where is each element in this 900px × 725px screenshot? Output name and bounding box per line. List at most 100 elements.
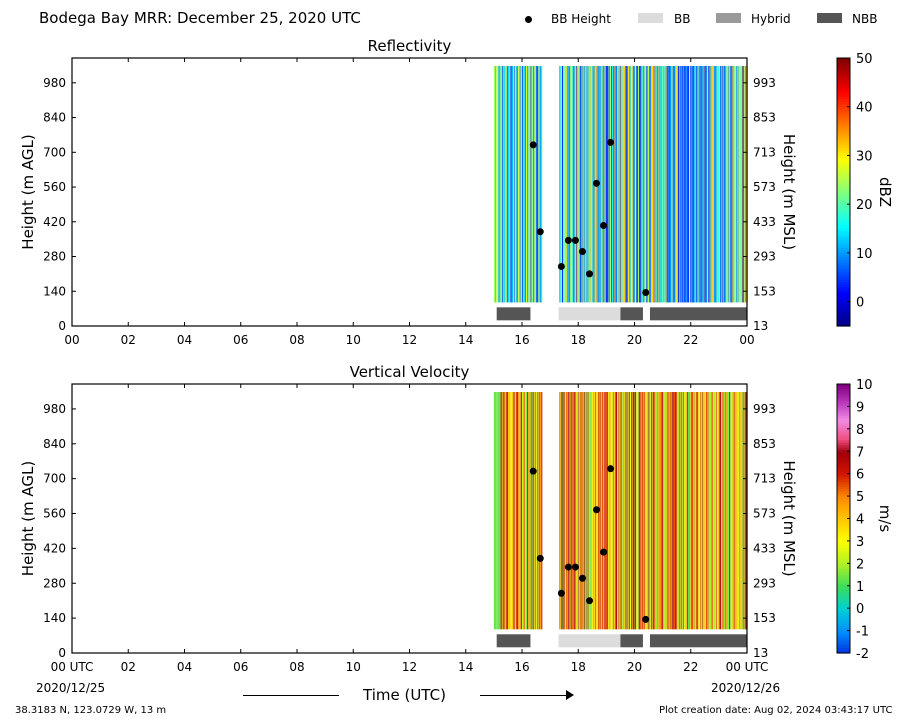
data-stripe	[580, 392, 582, 630]
data-stripe	[576, 66, 577, 303]
data-stripe	[646, 392, 648, 630]
data-stripe	[622, 392, 624, 630]
colorbar-segment	[837, 481, 850, 485]
data-stripe	[497, 392, 498, 630]
data-stripe	[522, 392, 524, 630]
data-stripe	[702, 66, 703, 303]
data-stripe	[508, 66, 510, 303]
data-stripe	[709, 392, 711, 630]
data-stripe	[496, 66, 497, 303]
data-stripe	[736, 392, 738, 630]
colorbar-segment	[837, 616, 850, 620]
data-stripe	[534, 66, 536, 303]
data-stripe	[693, 392, 694, 630]
colorbar-segment	[837, 248, 850, 252]
colorbar-segment	[837, 511, 850, 515]
data-stripe	[579, 66, 581, 303]
colorbar-segment	[837, 162, 850, 166]
data-stripe	[638, 66, 640, 303]
data-stripe	[612, 66, 614, 303]
data-stripe	[496, 392, 498, 630]
data-stripe	[731, 392, 733, 630]
data-stripe	[606, 66, 607, 303]
x-tick-label: 18	[571, 333, 586, 347]
colorbar-segment	[837, 230, 850, 235]
colorbar-segment	[837, 420, 850, 424]
colorbar-segment	[837, 221, 850, 225]
data-stripe	[515, 66, 517, 303]
data-stripe	[601, 392, 603, 630]
y-tick-label-right: 853	[753, 111, 776, 125]
x-tick-label: 16	[514, 333, 529, 347]
data-stripe	[675, 392, 676, 630]
data-stripe	[505, 392, 507, 630]
data-stripe	[732, 392, 733, 630]
data-stripe	[721, 392, 723, 630]
data-stripe	[560, 392, 562, 630]
nbb-legend-label: NBB	[852, 12, 878, 26]
x-tick-label: 02	[121, 333, 136, 347]
x-tick-label: 10	[346, 660, 361, 674]
data-stripe	[578, 392, 580, 630]
x-tick-label: 00	[64, 333, 79, 347]
data-stripe	[630, 66, 632, 303]
data-stripe	[735, 392, 736, 630]
colorbar-tick-label: 0	[856, 602, 864, 617]
colorbar-segment	[837, 459, 850, 463]
data-stripe	[658, 392, 660, 630]
data-stripe	[642, 392, 643, 630]
colorbar-segment	[837, 82, 850, 86]
data-stripe	[576, 392, 578, 630]
data-stripe	[671, 66, 673, 303]
data-stripe	[691, 392, 693, 630]
colorbar-segment	[837, 157, 850, 161]
colorbar-segment	[837, 613, 850, 617]
data-stripe	[668, 392, 669, 630]
colorbar-segment	[837, 262, 850, 266]
data-stripe	[704, 392, 706, 630]
data-stripe	[683, 66, 685, 303]
data-stripe	[573, 392, 575, 630]
data-stripe	[637, 392, 638, 630]
data-stripe	[538, 392, 540, 630]
colorbar-segment	[837, 184, 850, 188]
data-stripe	[654, 392, 655, 630]
data-stripe	[524, 392, 526, 630]
data-stripe	[622, 392, 623, 630]
data-stripe	[561, 66, 562, 303]
data-stripe	[725, 392, 727, 630]
data-stripe	[532, 66, 534, 303]
data-stripe	[620, 392, 622, 630]
data-stripe	[650, 392, 651, 630]
data-stripe	[629, 392, 631, 630]
data-stripe	[592, 392, 593, 630]
data-stripe	[721, 392, 722, 630]
data-stripe	[610, 66, 612, 303]
data-stripe	[662, 66, 664, 303]
colorbar-segment	[837, 187, 850, 191]
x-tick-label: 06	[233, 660, 248, 674]
data-stripe	[744, 66, 745, 303]
data-stripe	[720, 66, 721, 303]
data-stripe	[684, 392, 686, 630]
data-stripe	[602, 392, 604, 630]
data-stripe	[709, 66, 711, 303]
colorbar-segment	[837, 628, 850, 632]
colorbar-segment	[837, 269, 850, 273]
data-stripe	[646, 66, 648, 303]
data-stripe	[493, 392, 495, 630]
colorbar-segment	[837, 474, 850, 478]
bb-height-point	[593, 179, 601, 187]
data-stripe	[517, 66, 519, 303]
data-stripe	[498, 392, 500, 630]
data-stripe	[724, 66, 726, 303]
data-stripe	[726, 66, 727, 303]
data-stripe	[574, 66, 576, 303]
data-stripe	[511, 66, 513, 303]
y-axis-label-right: Height (m MSL)	[780, 134, 798, 250]
bb-height-point	[607, 465, 615, 473]
data-stripe	[741, 392, 743, 630]
colorbar-segment	[837, 201, 850, 205]
x-tick-label: 18	[571, 660, 586, 674]
data-stripe	[689, 392, 690, 630]
